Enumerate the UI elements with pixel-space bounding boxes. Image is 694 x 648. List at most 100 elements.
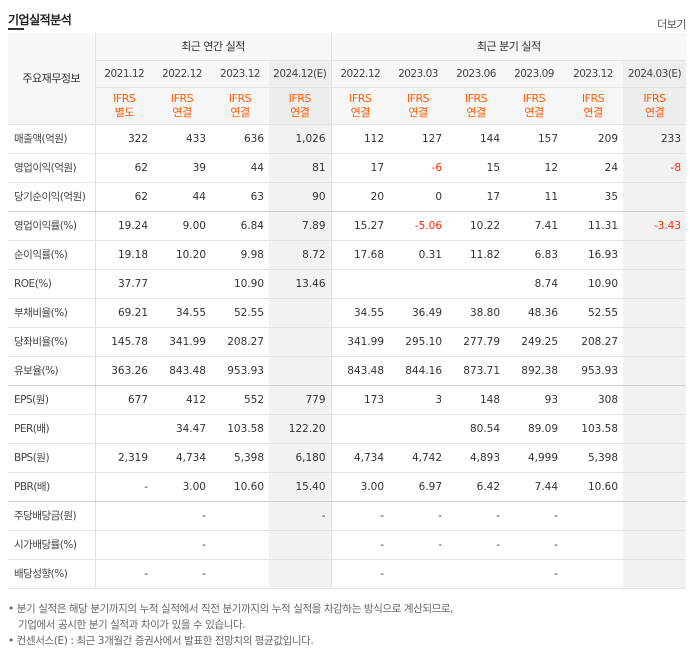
table-cell: 103.58	[563, 414, 624, 444]
ifrs-label: IFRS	[228, 91, 252, 105]
annual-group-header: 최근 연간 실적	[95, 33, 332, 61]
ifrs-type: 연결	[408, 105, 428, 119]
table-cell: 20	[331, 182, 390, 212]
ifrs-header: IFRS 연결	[153, 87, 211, 125]
period-header: 2023.12	[211, 60, 269, 88]
table-cell: -	[153, 559, 211, 589]
table-cell: 122.20	[269, 414, 332, 444]
table-cell: 11	[505, 182, 564, 212]
table-cell: -6	[389, 153, 448, 183]
table-cell: -	[505, 501, 564, 531]
table-cell: -	[331, 559, 390, 589]
period-header: 2023.03	[389, 60, 448, 88]
table-cell: 10.22	[447, 211, 506, 241]
table-cell: 308	[563, 385, 624, 415]
table-cell	[623, 385, 687, 415]
table-cell: 34.47	[153, 414, 211, 444]
table-cell: 89.09	[505, 414, 564, 444]
ifrs-type: 별도	[114, 105, 135, 119]
ifrs-type: 연결	[644, 105, 665, 119]
ifrs-header: IFRS 연결	[505, 87, 564, 125]
table-cell: 677	[95, 385, 153, 415]
table-cell: 62	[95, 182, 153, 212]
footnote-1-cont: 기업에서 공시한 분기 실적과 차이가 있을 수 있습니다.	[18, 619, 246, 631]
row-label: 시가배당률(%)	[8, 530, 96, 560]
table-cell: 4,734	[331, 443, 390, 473]
table-cell: 843.48	[331, 356, 390, 386]
table-cell: 157	[505, 124, 564, 154]
table-cell: -	[269, 501, 332, 531]
table-cell: 5,398	[563, 443, 624, 473]
table-cell	[211, 559, 269, 589]
table-cell	[331, 414, 390, 444]
table-cell: -	[331, 530, 390, 560]
table-cell: 93	[505, 385, 564, 415]
table-cell: 412	[153, 385, 211, 415]
table-cell	[623, 327, 687, 357]
row-label: EPS(원)	[8, 385, 96, 415]
table-cell	[447, 559, 506, 589]
ifrs-header: IFRS 연결	[211, 87, 269, 125]
more-link[interactable]: 더보기	[657, 18, 686, 31]
table-cell: 779	[269, 385, 332, 415]
ifrs-type: 연결	[290, 105, 310, 119]
table-cell: 17	[331, 153, 390, 183]
table-cell: -	[505, 530, 564, 560]
table-cell: -8	[623, 153, 687, 183]
table-row: 주당배당금(원) - - - - - -	[8, 501, 687, 531]
table-cell: 233	[623, 124, 687, 154]
table-cell: 3.00	[153, 472, 211, 502]
table-cell: 24	[563, 153, 624, 183]
table-cell	[331, 269, 390, 299]
table-cell: 37.77	[95, 269, 153, 299]
row-label: PBR(배)	[8, 472, 96, 502]
table-cell: 81	[269, 153, 332, 183]
table-cell: 6,180	[269, 443, 332, 473]
table-cell: 112	[331, 124, 390, 154]
row-label: 순이익률(%)	[8, 240, 96, 270]
ifrs-label: IFRS	[464, 91, 488, 105]
table-cell: -5.06	[389, 211, 448, 241]
table-cell: 433	[153, 124, 211, 154]
table-cell: 636	[211, 124, 269, 154]
table-cell: 35	[563, 182, 624, 212]
table-cell: -	[331, 501, 390, 531]
table-cell: 10.60	[563, 472, 624, 502]
table-cell	[623, 530, 687, 560]
table-cell: 4,734	[153, 443, 211, 473]
period-header: 2023.09	[505, 60, 564, 88]
table-cell: 103.58	[211, 414, 269, 444]
table-cell: -	[447, 530, 506, 560]
table-cell: 9.00	[153, 211, 211, 241]
row-label: 주당배당금(원)	[8, 501, 96, 531]
table-cell	[153, 269, 211, 299]
period-header: 2022.12	[331, 60, 390, 88]
table-cell: 322	[95, 124, 153, 154]
table-cell: 552	[211, 385, 269, 415]
table-cell	[623, 443, 687, 473]
table-cell	[563, 559, 624, 589]
footnote-1: • 분기 실적은 해당 분기까지의 누적 실적에서 직전 분기까지의 누적 실적…	[8, 603, 454, 615]
table-cell: 953.93	[211, 356, 269, 386]
table-cell: 39	[153, 153, 211, 183]
table-row: 시가배당률(%) - - - - -	[8, 530, 687, 560]
ifrs-label: IFRS	[643, 91, 666, 105]
table-row: 순이익률(%) 19.18 10.20 9.98 8.72 17.68 0.31 11.82 6…	[8, 240, 687, 270]
table-cell: 8.72	[269, 240, 332, 270]
table-cell	[269, 559, 332, 589]
table-cell: 7.41	[505, 211, 564, 241]
table-cell: 48.36	[505, 298, 564, 328]
table-cell: 873.71	[447, 356, 506, 386]
table-cell: -	[153, 530, 211, 560]
table-cell: -	[505, 559, 564, 589]
table-cell	[623, 414, 687, 444]
table-cell: 6.83	[505, 240, 564, 270]
table-cell: 34.55	[331, 298, 390, 328]
table-cell: 363.26	[95, 356, 153, 386]
table-cell	[563, 530, 624, 560]
table-cell: 34.55	[153, 298, 211, 328]
ifrs-header: IFRS 연결	[563, 87, 624, 125]
ifrs-type: 연결	[172, 105, 192, 119]
ifrs-label: IFRS	[406, 91, 430, 105]
table-cell: 10.60	[211, 472, 269, 502]
